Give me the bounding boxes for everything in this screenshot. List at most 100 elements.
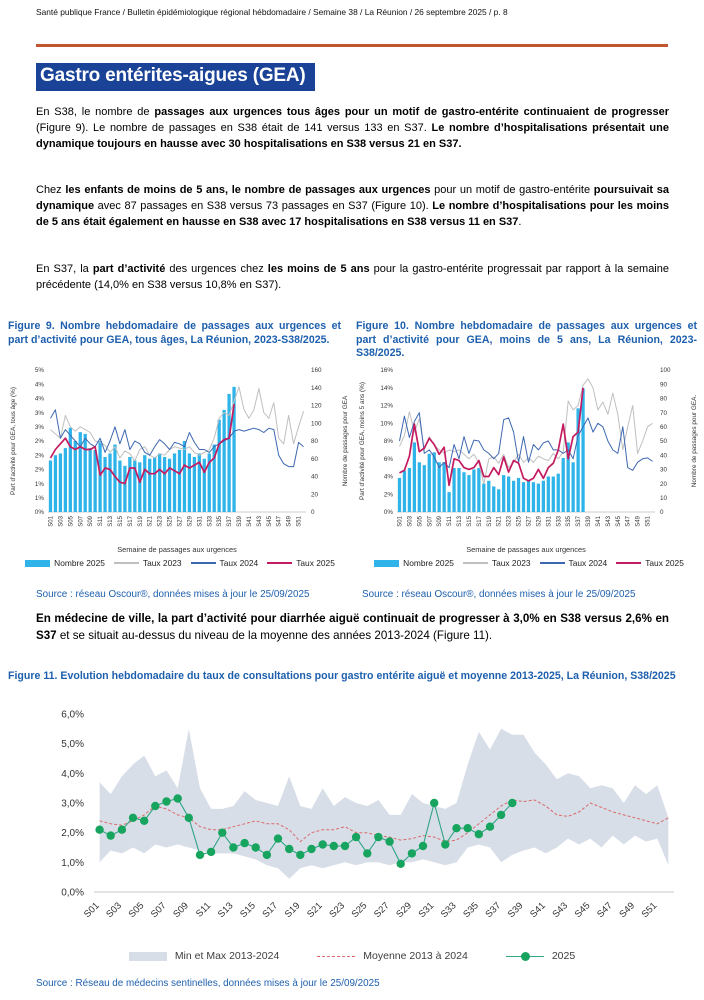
legend-label: Taux 2023 bbox=[491, 558, 531, 568]
legend-item-min-max: Min et Max 2013-2024 bbox=[128, 950, 279, 962]
left-axis-tick: 8% bbox=[384, 438, 394, 445]
x-axis-tick: S47 bbox=[626, 515, 632, 526]
bar bbox=[148, 458, 152, 512]
x-axis-tick: S15 bbox=[238, 900, 258, 920]
bar bbox=[217, 419, 221, 512]
right-axis-tick: 10 bbox=[660, 495, 668, 502]
dot-2025 bbox=[385, 837, 394, 846]
figure9-source: Source : réseau Oscour®, données mises à… bbox=[36, 589, 310, 600]
bar bbox=[63, 448, 67, 512]
x-axis-tick: S27 bbox=[177, 515, 183, 526]
right-axis-tick: 80 bbox=[660, 396, 668, 403]
x-axis-tick: S01 bbox=[397, 515, 403, 526]
legend-item-taux-2023: Taux 2023 bbox=[113, 558, 182, 568]
legend-label: Nombre 2025 bbox=[403, 558, 454, 568]
bar bbox=[566, 442, 570, 512]
x-axis-tick: S41 bbox=[528, 900, 548, 920]
bar bbox=[143, 455, 147, 512]
left-axis-tick: 0% bbox=[35, 509, 45, 516]
line-swatch bbox=[539, 562, 565, 564]
x-axis-tick: S07 bbox=[427, 515, 433, 526]
bar bbox=[88, 448, 92, 512]
bar bbox=[556, 473, 560, 512]
x-axis-tick: S11 bbox=[194, 900, 213, 919]
dot-2025 bbox=[240, 838, 249, 848]
left-axis-tick: 1% bbox=[35, 495, 45, 502]
x-axis-tick: S47 bbox=[277, 515, 283, 526]
dot-2025 bbox=[173, 794, 182, 803]
x-axis-tick: S29 bbox=[394, 900, 414, 920]
right-axis-tick: 100 bbox=[311, 420, 322, 427]
dashed-line-swatch bbox=[317, 955, 356, 957]
line-taux-2025 bbox=[399, 387, 584, 487]
dot-2025 bbox=[95, 825, 104, 834]
x-axis-tick: S07 bbox=[78, 515, 84, 526]
bar bbox=[167, 458, 172, 512]
right-axis-tick: 20 bbox=[311, 491, 319, 498]
bar bbox=[452, 467, 456, 512]
bar bbox=[83, 433, 87, 512]
dot-2025 bbox=[396, 859, 405, 868]
legend-item-moyenne: Moyenne 2013 à 2024 bbox=[317, 950, 468, 962]
left-axis-tick: 2% bbox=[35, 452, 45, 459]
bar bbox=[73, 441, 77, 512]
right-axis-title: Nombre de passages pour GEA. bbox=[691, 395, 698, 488]
bar bbox=[172, 453, 177, 512]
bar bbox=[541, 480, 545, 512]
left-axis-tick: 3% bbox=[35, 410, 45, 417]
x-axis-tick: S37 bbox=[576, 515, 582, 526]
x-axis-tick: S01 bbox=[48, 515, 54, 526]
dot-2025 bbox=[273, 834, 283, 843]
legend-item-taux-2024: Taux 2024 bbox=[539, 558, 607, 568]
x-axis-tick: S51 bbox=[297, 515, 303, 526]
bar bbox=[462, 472, 466, 512]
paragraph-urgences-tous-ages: En S38, le nombre de passages aux urgenc… bbox=[36, 106, 669, 150]
x-axis-tick: S09 bbox=[437, 515, 443, 526]
x-axis-tick: S05 bbox=[417, 515, 423, 526]
left-axis-tick: 16% bbox=[380, 367, 393, 374]
x-axis-tick: S37 bbox=[484, 900, 504, 920]
bar bbox=[158, 453, 162, 512]
right-axis-tick: 0 bbox=[311, 509, 315, 516]
bar bbox=[511, 480, 516, 512]
x-axis-tick: S35 bbox=[461, 900, 481, 920]
figure11-chart: 0,0% 1,0% 2,0% 3,0% 4,0% 5,0% 6,0% S01 S03 S05 S07… bbox=[26, 702, 694, 948]
left-axis-title: Part d’activité pour GEA, tous âge (%) bbox=[10, 387, 17, 495]
x-axis-tick: S49 bbox=[617, 900, 637, 920]
orange-divider bbox=[36, 44, 668, 47]
y-axis-tick: 1,0% bbox=[61, 858, 84, 869]
x-axis-tick: S23 bbox=[158, 515, 164, 526]
dot-2025 bbox=[496, 810, 506, 820]
bar bbox=[53, 455, 58, 512]
x-axis-tick: S29 bbox=[536, 515, 542, 526]
right-axis-tick: 40 bbox=[660, 452, 668, 459]
dot-2025 bbox=[307, 844, 316, 854]
bar bbox=[177, 449, 182, 513]
bar bbox=[432, 452, 436, 512]
x-axis-tick: S49 bbox=[636, 515, 642, 526]
x-axis-tick: S11 bbox=[98, 515, 104, 526]
line-taux-2024 bbox=[399, 412, 653, 471]
legend-item-taux-2025: Taux 2025 bbox=[616, 558, 684, 568]
bar bbox=[68, 427, 72, 512]
bar bbox=[571, 462, 575, 512]
figure9-chart: 0% 1% 1% 2% 2% 2% 3% 3% 4% 4% 5% 0 20 40 60 80 100 120 140… bbox=[6, 364, 354, 568]
bar bbox=[412, 442, 416, 512]
paragraph-medecine-de-ville: En médecine de ville, la part d’activité… bbox=[36, 612, 669, 642]
bar bbox=[472, 469, 476, 512]
bar bbox=[442, 462, 446, 512]
x-axis-tick: S33 bbox=[207, 515, 213, 526]
bar bbox=[182, 441, 187, 512]
bar bbox=[98, 441, 102, 512]
dot-2025 bbox=[441, 840, 450, 849]
left-axis-tick: 2% bbox=[384, 491, 394, 498]
figure9-canvas: 0% 1% 1% 2% 2% 2% 3% 3% 4% 4% 5% 0 20 40 60 80 100 120 140… bbox=[10, 367, 349, 554]
x-axis-tick: S13 bbox=[108, 515, 114, 526]
dot-2025 bbox=[285, 844, 294, 854]
bar bbox=[447, 492, 451, 512]
x-axis-tick: S37 bbox=[227, 515, 233, 526]
x-axis-tick: S41 bbox=[596, 515, 602, 526]
x-axis-tick: S19 bbox=[283, 900, 303, 920]
bar bbox=[502, 475, 506, 512]
line-swatch bbox=[462, 562, 488, 564]
